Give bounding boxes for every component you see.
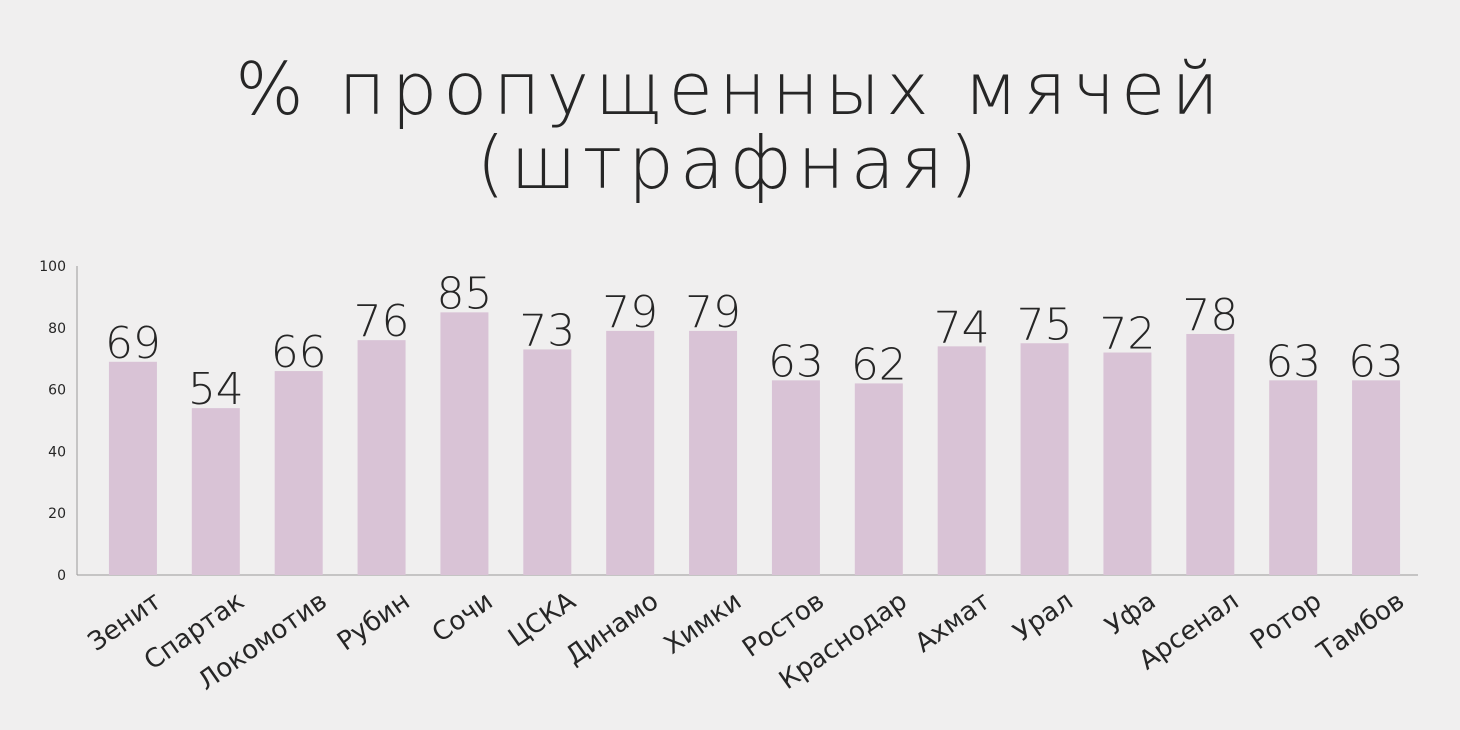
chart-title-line-2: (штрафная): [476, 121, 984, 205]
data-label: 85: [436, 268, 492, 319]
chart-title-line-1: % пропущенных мячей: [235, 47, 1225, 131]
data-label: 79: [602, 287, 658, 338]
data-label: 75: [1017, 299, 1073, 350]
x-tick-label: Рубин: [332, 586, 416, 657]
bar: [191, 408, 240, 575]
x-tick-label: Сочи: [427, 586, 499, 649]
y-tick-label: 0: [57, 568, 66, 584]
x-tick-label: Урал: [1008, 586, 1078, 648]
data-label: 76: [354, 296, 410, 347]
bar: [357, 340, 406, 575]
x-tick-label: Тамбов: [1311, 586, 1410, 668]
data-label: 72: [1099, 309, 1155, 360]
data-label: 78: [1182, 290, 1238, 341]
data-label: 63: [768, 336, 824, 387]
bar: [606, 330, 655, 575]
bar: [854, 383, 903, 575]
bar: [937, 346, 986, 575]
y-tick-label: 100: [39, 259, 66, 275]
x-tick-label: Ахмат: [910, 586, 996, 659]
y-tick-label: 60: [48, 383, 66, 399]
y-tick-label: 40: [48, 444, 66, 460]
x-tick-label: Динамо: [560, 586, 664, 671]
bar: [1186, 333, 1235, 575]
bar: [689, 330, 738, 575]
data-label: 63: [1265, 336, 1321, 387]
bar: [1020, 343, 1069, 575]
x-tick-label: Химки: [659, 586, 747, 660]
bar: [1269, 380, 1318, 575]
y-tick-label: 20: [48, 506, 66, 522]
bar: [1103, 352, 1152, 575]
bar: [1352, 380, 1401, 575]
data-label: 62: [851, 339, 907, 390]
y-tick-label: 80: [48, 321, 66, 337]
data-label: 63: [1348, 336, 1404, 387]
data-label: 79: [685, 287, 741, 338]
bar: [771, 380, 820, 575]
chart-title: % пропущенных мячей (штрафная): [0, 52, 1460, 200]
data-label: 73: [519, 305, 575, 356]
bar: [440, 312, 489, 575]
bar: [274, 371, 323, 575]
bar: [523, 349, 572, 575]
bar: [108, 361, 157, 575]
data-label: 69: [105, 318, 161, 369]
data-label: 66: [271, 327, 327, 378]
data-label: 54: [188, 364, 244, 415]
x-tick-label: Уфа: [1100, 586, 1161, 642]
data-label: 74: [934, 302, 990, 353]
